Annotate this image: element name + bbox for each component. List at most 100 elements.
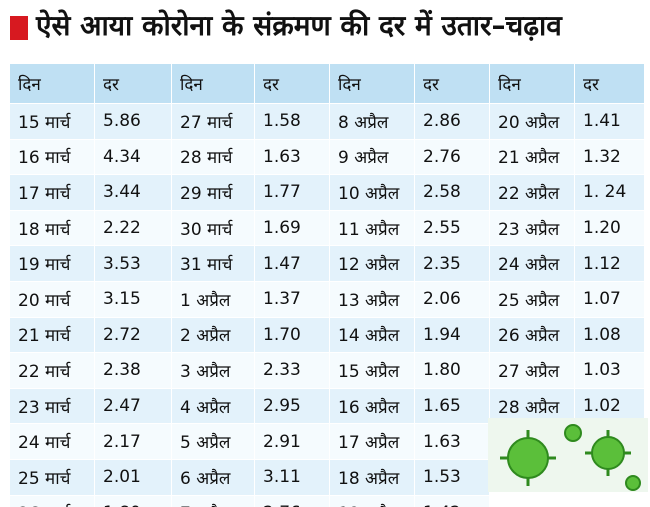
rate-cell: 1.65	[415, 388, 490, 425]
date-cell: 30 मार्च	[172, 210, 255, 247]
date-cell: 18 अप्रैल	[330, 460, 415, 496]
rate-cell: 2.95	[255, 388, 330, 425]
date-cell: 21 मार्च	[10, 317, 95, 354]
rate-cell: 2.76	[415, 139, 490, 176]
title-marker	[10, 16, 28, 40]
date-cell: 5 अप्रैल	[172, 424, 255, 460]
rate-cell: 1.07	[575, 282, 645, 318]
date-cell: 23 अप्रैल	[490, 210, 575, 247]
rate-cell: 2.06	[415, 282, 490, 318]
rate-cell: 1.58	[255, 104, 330, 140]
rate-cell: 2.86	[415, 104, 490, 140]
rate-cell: 1.42	[415, 495, 490, 507]
rate-cell: 3.44	[95, 175, 172, 211]
date-cell: 17 मार्च	[10, 175, 95, 211]
date-cell: 16 मार्च	[10, 139, 95, 176]
title: ऐसे आया कोरोना के संक्रमण की दर में उतार…	[36, 9, 562, 42]
rate-cell: 1.12	[575, 246, 645, 282]
date-cell: 15 मार्च	[10, 104, 95, 140]
date-cell: 27 मार्च	[172, 104, 255, 140]
date-cell: 14 अप्रैल	[330, 317, 415, 354]
rate-cell: 4.34	[95, 139, 172, 176]
rate-cell: 1.77	[255, 175, 330, 211]
date-cell: 11 अप्रैल	[330, 210, 415, 247]
date-cell: 27 अप्रैल	[490, 353, 575, 389]
rate-cell: 2.55	[415, 210, 490, 247]
date-cell: 28 मार्च	[172, 139, 255, 176]
rate-cell: 1.80	[95, 495, 172, 507]
rate-cell: 1.53	[415, 460, 490, 496]
header-cell: दर	[255, 64, 330, 104]
date-cell: 18 मार्च	[10, 210, 95, 247]
rate-cell: 1.80	[415, 353, 490, 389]
date-cell: 6 अप्रैल	[172, 460, 255, 496]
virus-illustration	[488, 418, 648, 492]
date-cell: 21 अप्रैल	[490, 139, 575, 176]
date-cell: 1 अप्रैल	[172, 282, 255, 318]
date-cell: 19 अप्रैल	[330, 495, 415, 507]
rate-cell: 2.72	[95, 317, 172, 354]
rate-cell: 3.53	[95, 246, 172, 282]
date-cell: 9 अप्रैल	[330, 139, 415, 176]
rate-cell: 1.20	[575, 210, 645, 247]
date-cell: 4 अप्रैल	[172, 388, 255, 425]
rate-cell: 2.17	[95, 424, 172, 460]
date-cell: 31 मार्च	[172, 246, 255, 282]
date-cell: 26 मार्च	[10, 495, 95, 507]
date-cell: 25 अप्रैल	[490, 282, 575, 318]
date-cell: 17 अप्रैल	[330, 424, 415, 460]
header-cell: दिन	[490, 64, 575, 104]
rate-cell: 2.47	[95, 388, 172, 425]
rate-cell: 1.63	[415, 424, 490, 460]
rate-cell: 2.58	[415, 175, 490, 211]
date-cell: 3 अप्रैल	[172, 353, 255, 389]
rate-cell: 1. 24	[575, 175, 645, 211]
rate-cell: 2.35	[415, 246, 490, 282]
rate-cell: 3.11	[255, 460, 330, 496]
date-cell: 16 अप्रैल	[330, 388, 415, 425]
date-cell: 26 अप्रैल	[490, 317, 575, 354]
rate-cell: 1.08	[575, 317, 645, 354]
header-cell: दर	[575, 64, 645, 104]
date-cell: 2 अप्रैल	[172, 317, 255, 354]
rate-cell: 3.15	[95, 282, 172, 318]
date-cell: 20 मार्च	[10, 282, 95, 318]
date-cell: 10 अप्रैल	[330, 175, 415, 211]
header-cell: दर	[415, 64, 490, 104]
date-cell: 13 अप्रैल	[330, 282, 415, 318]
rate-cell: 1.32	[575, 139, 645, 176]
rate-cell: 2.33	[255, 353, 330, 389]
date-cell: 19 मार्च	[10, 246, 95, 282]
header-cell: दिन	[330, 64, 415, 104]
date-cell: 20 अप्रैल	[490, 104, 575, 140]
rate-cell: 2.76	[255, 495, 330, 507]
rate-cell: 2.22	[95, 210, 172, 247]
rate-cell: 2.91	[255, 424, 330, 460]
rate-cell: 5.86	[95, 104, 172, 140]
rate-cell: 1.47	[255, 246, 330, 282]
date-cell: 23 मार्च	[10, 388, 95, 425]
rate-cell: 1.63	[255, 139, 330, 176]
rate-cell: 2.01	[95, 460, 172, 496]
date-cell: 7 अप्रैल	[172, 495, 255, 507]
date-cell: 22 अप्रैल	[490, 175, 575, 211]
rate-cell: 1.94	[415, 317, 490, 354]
date-cell: 25 मार्च	[10, 460, 95, 496]
rate-cell: 1.37	[255, 282, 330, 318]
date-cell: 22 मार्च	[10, 353, 95, 389]
rate-cell: 2.38	[95, 353, 172, 389]
rate-cell: 1.70	[255, 317, 330, 354]
date-cell: 29 मार्च	[172, 175, 255, 211]
rate-cell: 1.41	[575, 104, 645, 140]
date-cell: 15 अप्रैल	[330, 353, 415, 389]
date-cell: 8 अप्रैल	[330, 104, 415, 140]
header-cell: दिन	[10, 64, 95, 104]
header-cell: दर	[95, 64, 172, 104]
date-cell: 12 अप्रैल	[330, 246, 415, 282]
date-cell: 24 अप्रैल	[490, 246, 575, 282]
header-cell: दिन	[172, 64, 255, 104]
rate-cell: 1.03	[575, 353, 645, 389]
date-cell: 24 मार्च	[10, 424, 95, 460]
rate-cell: 1.69	[255, 210, 330, 247]
